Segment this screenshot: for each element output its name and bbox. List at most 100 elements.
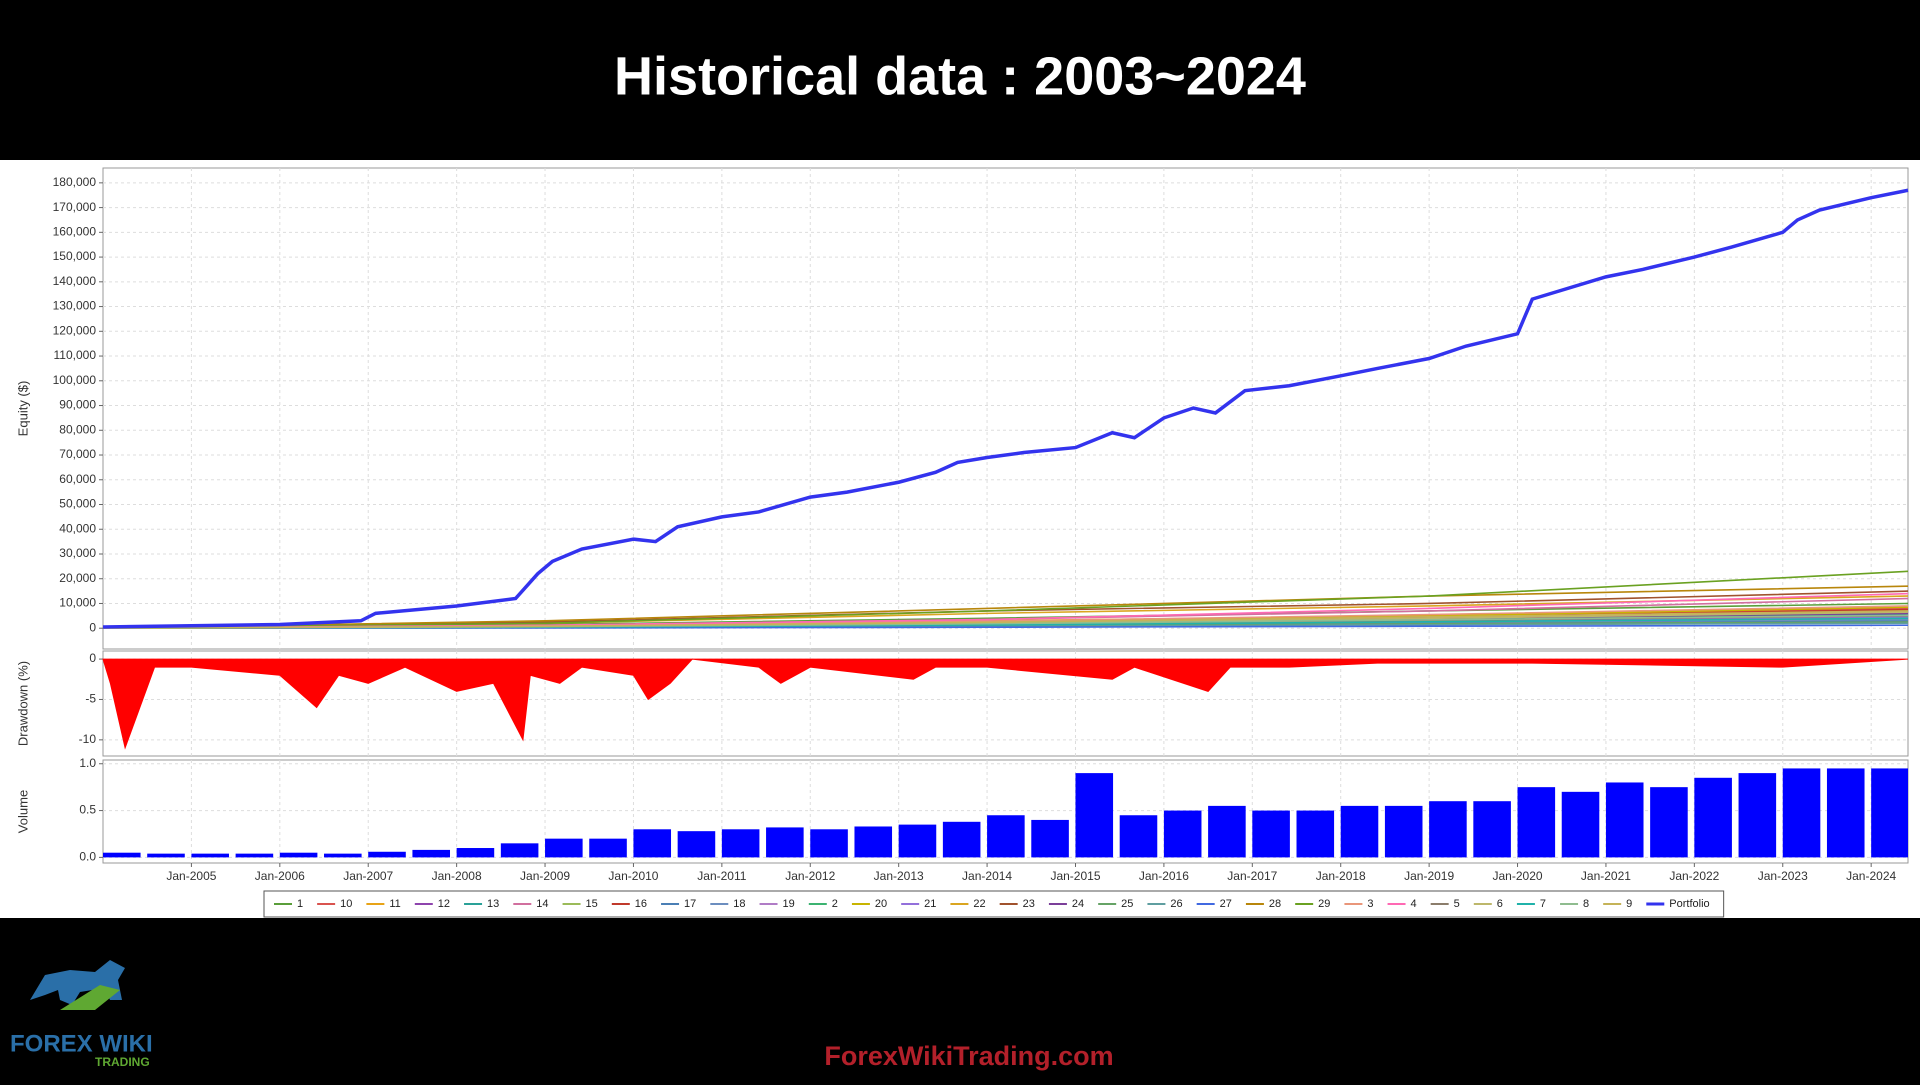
y-tick-label: 170,000 xyxy=(53,200,97,214)
y-tick-label: 180,000 xyxy=(53,175,97,189)
x-tick-label: Jan-2019 xyxy=(1404,869,1454,883)
volume-bar xyxy=(942,821,981,858)
legend-label: 21 xyxy=(924,898,936,910)
legend-label: 4 xyxy=(1411,898,1417,910)
volume-bar xyxy=(368,851,406,858)
y-tick-label: 40,000 xyxy=(59,521,96,535)
y-tick-label: 1.0 xyxy=(79,756,96,770)
x-tick-label: Jan-2010 xyxy=(608,869,658,883)
legend-label: 23 xyxy=(1023,898,1035,910)
y-tick-label: -5 xyxy=(85,692,96,706)
x-tick-label: Jan-2007 xyxy=(343,869,393,883)
volume-bar xyxy=(721,829,760,858)
x-tick-label: Jan-2012 xyxy=(785,869,835,883)
y-tick-label: 80,000 xyxy=(59,422,96,436)
y-tick-label: 130,000 xyxy=(53,299,97,313)
y-tick-label: 90,000 xyxy=(59,398,96,412)
y-tick-label: 100,000 xyxy=(53,373,97,387)
legend-label: 10 xyxy=(340,898,352,910)
legend-label: 19 xyxy=(783,898,795,910)
y-tick-label: 50,000 xyxy=(59,497,96,511)
legend-label: 26 xyxy=(1170,898,1182,910)
y-tick-label: 10,000 xyxy=(59,596,96,610)
volume-bar xyxy=(766,827,804,858)
legend-label: 2 xyxy=(832,898,838,910)
volume-bar xyxy=(1605,782,1644,858)
x-tick-label: Jan-2006 xyxy=(255,869,305,883)
x-tick-label: Jan-2008 xyxy=(432,869,482,883)
x-tick-label: Jan-2015 xyxy=(1050,869,1100,883)
volume-bar xyxy=(677,831,716,858)
volume-bar xyxy=(1694,777,1732,858)
legend-label: 6 xyxy=(1497,898,1503,910)
legend-label: 28 xyxy=(1269,898,1281,910)
x-tick-label: Jan-2009 xyxy=(520,869,570,883)
logo-tagline: TRADING xyxy=(95,1055,150,1069)
legend-box xyxy=(263,890,1725,918)
volume-bar xyxy=(1517,787,1556,858)
legend-label: 25 xyxy=(1121,898,1133,910)
y-tick-label: 160,000 xyxy=(53,225,97,239)
volume-bar xyxy=(103,852,141,858)
volume-bar xyxy=(1561,791,1600,858)
x-tick-label: Jan-2021 xyxy=(1581,869,1631,883)
y-tick-label: 0 xyxy=(89,620,96,634)
x-tick-label: Jan-2016 xyxy=(1139,869,1189,883)
legend-label: 7 xyxy=(1540,898,1546,910)
legend-label: 29 xyxy=(1318,898,1330,910)
volume-bar xyxy=(898,824,937,858)
legend-label: 18 xyxy=(733,898,745,910)
volume-bar xyxy=(987,815,1025,858)
series-line xyxy=(102,570,1909,630)
volume-bar xyxy=(279,852,318,858)
plot-frame xyxy=(102,167,1909,650)
x-tick-label: Jan-2011 xyxy=(697,869,746,883)
volume-bar xyxy=(1163,810,1202,858)
legend-label: Portfolio xyxy=(1669,898,1709,910)
legend-label: 1 xyxy=(297,898,303,910)
y-tick-label: 60,000 xyxy=(59,472,96,486)
volume-bar xyxy=(1473,801,1511,858)
logo-bull xyxy=(30,960,125,1005)
legend-label: 13 xyxy=(487,898,499,910)
volume-bar xyxy=(1340,805,1379,858)
x-tick-label: Jan-2014 xyxy=(962,869,1012,883)
volume-bar xyxy=(1782,768,1821,858)
legend-label: 11 xyxy=(389,898,400,910)
volume-bar xyxy=(1119,815,1158,858)
series-line xyxy=(102,610,1909,630)
x-tick-label: Jan-2024 xyxy=(1846,869,1896,883)
volume-bar xyxy=(854,826,893,858)
series-line xyxy=(102,188,1909,629)
series-line xyxy=(102,585,1909,630)
y-tick-label: 70,000 xyxy=(59,447,96,461)
x-tick-label: Jan-2005 xyxy=(166,869,216,883)
legend-label: 14 xyxy=(536,898,548,910)
x-tick-label: Jan-2018 xyxy=(1316,869,1366,883)
y-tick-label: 30,000 xyxy=(59,546,96,560)
y-axis-label: Drawdown (%) xyxy=(15,661,30,746)
volume-bar xyxy=(1075,773,1114,858)
volume-bar xyxy=(1871,768,1908,858)
y-tick-label: 140,000 xyxy=(53,274,97,288)
volume-bar xyxy=(1429,801,1467,858)
volume-bar xyxy=(147,853,185,858)
y-axis-label: Volume xyxy=(15,790,30,833)
volume-bar xyxy=(191,853,229,858)
legend-label: 12 xyxy=(438,898,450,910)
footer-website: ForexWikiTrading.com xyxy=(824,1041,1113,1071)
volume-bar xyxy=(324,853,362,858)
slide-title: Historical data : 2003~2024 xyxy=(614,46,1306,106)
volume-bar xyxy=(1650,787,1688,858)
legend: 1 10 11 12 13 14 15 16 17 18 19 2 20 21 22 23 24 25 26 27 28… xyxy=(263,890,1725,918)
volume-bar xyxy=(810,829,848,858)
x-tick-label: Jan-2013 xyxy=(874,869,924,883)
volume-bar xyxy=(1031,819,1069,858)
y-tick-label: 110,000 xyxy=(54,348,97,362)
volume-bar xyxy=(1252,810,1290,858)
y-tick-label: -10 xyxy=(79,732,97,746)
volume-bar xyxy=(633,829,672,858)
x-tick-label: Jan-2023 xyxy=(1758,869,1808,883)
volume-bar xyxy=(456,848,495,858)
